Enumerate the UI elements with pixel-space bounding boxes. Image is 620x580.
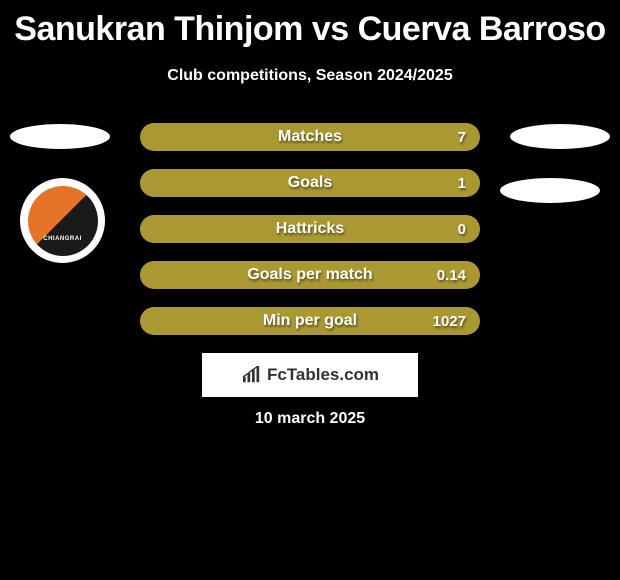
- stat-label: Min per goal: [263, 312, 357, 330]
- stats-container: Matches 7 Goals 1 Hattricks 0 Goals per …: [140, 123, 480, 353]
- stat-label: Goals per match: [247, 266, 372, 284]
- stat-value: 0.14: [437, 267, 466, 284]
- player-right-avatar: [510, 124, 610, 149]
- club-right-placeholder: [500, 178, 600, 203]
- club-badge-text: CHIANGRAI: [43, 236, 82, 242]
- site-name: FcTables.com: [267, 365, 379, 385]
- subtitle: Club competitions, Season 2024/2025: [0, 67, 620, 85]
- page-title: Sanukran Thinjom vs Cuerva Barroso: [0, 0, 620, 49]
- stat-row-min-per-goal: Min per goal 1027: [140, 307, 480, 335]
- stat-row-hattricks: Hattricks 0: [140, 215, 480, 243]
- stat-value: 1: [458, 175, 466, 192]
- stat-value: 0: [458, 221, 466, 238]
- chart-icon: [241, 366, 263, 384]
- stat-value: 7: [458, 129, 466, 146]
- stat-row-matches: Matches 7: [140, 123, 480, 151]
- site-attribution: FcTables.com: [202, 353, 418, 397]
- stat-value: 1027: [433, 313, 466, 330]
- stat-label: Matches: [278, 128, 342, 146]
- stat-row-goals: Goals 1: [140, 169, 480, 197]
- stat-row-goals-per-match: Goals per match 0.14: [140, 261, 480, 289]
- stat-label: Goals: [288, 174, 332, 192]
- stat-label: Hattricks: [276, 220, 344, 238]
- date-text: 10 march 2025: [0, 410, 620, 428]
- player-left-avatar: [10, 124, 110, 149]
- club-badge-icon: CHIANGRAI: [28, 186, 98, 256]
- club-left-logo: CHIANGRAI: [20, 178, 105, 263]
